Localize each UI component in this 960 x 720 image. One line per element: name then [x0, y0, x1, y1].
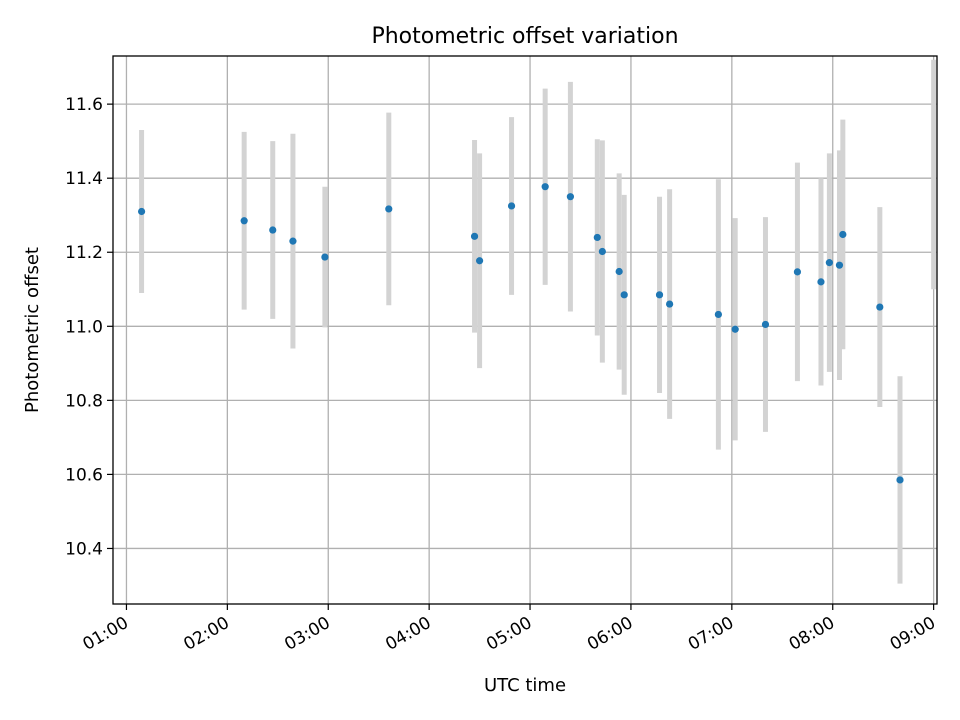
data-point [761, 320, 770, 329]
data-point [793, 268, 802, 276]
data-point [655, 291, 664, 299]
data-point [817, 278, 825, 286]
x-axis-label: UTC time [484, 675, 566, 696]
y-tick-label: 11.0 [65, 317, 103, 337]
x-tick-label: 06:00 [584, 613, 636, 655]
plot-frame [112, 55, 938, 605]
data-point [289, 237, 297, 245]
data-point [137, 207, 146, 216]
data-point [615, 267, 623, 276]
y-axis-label: Photometric offset [22, 247, 43, 413]
data-point [666, 300, 674, 308]
data-point [475, 257, 484, 265]
data-point [470, 232, 479, 240]
data-point [240, 217, 248, 225]
data-point [507, 202, 516, 210]
error-bars [139, 59, 937, 584]
data-point [825, 259, 833, 267]
data-point [620, 291, 628, 299]
y-tick-label: 10.6 [65, 465, 103, 485]
data-point [385, 205, 393, 213]
data-point [714, 310, 722, 319]
x-tick-label: 08:00 [786, 613, 838, 655]
data-point [321, 253, 329, 261]
data-point [598, 247, 606, 256]
x-tick-label: 09:00 [887, 613, 939, 655]
data-point [269, 226, 277, 234]
y-tick-label: 10.4 [65, 539, 103, 559]
data-points [137, 183, 904, 484]
y-tick-label: 11.6 [65, 95, 103, 115]
data-point [593, 233, 601, 242]
grid [113, 56, 937, 604]
data-point [541, 183, 549, 191]
y-tick-label: 10.8 [65, 391, 103, 411]
data-point [839, 230, 847, 239]
data-point [896, 476, 904, 484]
y-tick-label: 11.2 [65, 243, 103, 263]
data-point [876, 303, 884, 311]
axis-ticks: 01:00 02:00 03:00 04:00 05:00 06:00 07:00 08:00… [65, 95, 939, 655]
data-point [566, 193, 575, 201]
data-point [835, 261, 844, 269]
x-tick-label: 05:00 [483, 613, 535, 655]
x-tick-label: 01:00 [80, 613, 132, 655]
x-tick-label: 07:00 [685, 613, 737, 655]
chart-title: Photometric offset variation [371, 24, 678, 49]
x-tick-label: 04:00 [382, 613, 434, 655]
x-tick-label: 02:00 [180, 613, 232, 655]
data-point [731, 325, 739, 333]
x-tick-label: 03:00 [281, 613, 333, 655]
y-tick-label: 11.4 [65, 169, 103, 189]
